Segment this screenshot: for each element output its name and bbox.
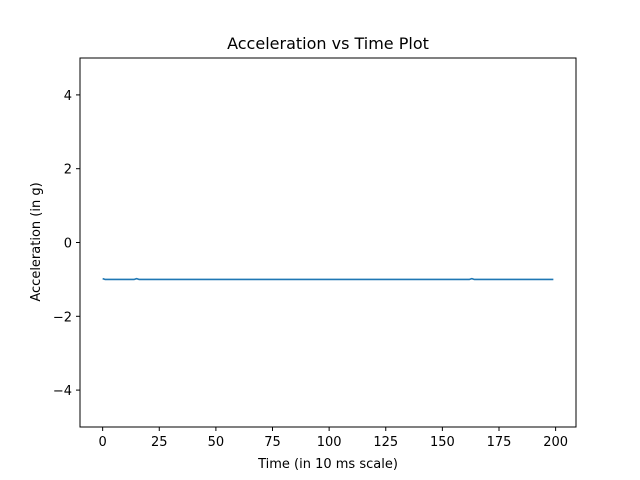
- y-axis-label: Acceleration (in g): [29, 182, 44, 301]
- chart-title: Acceleration vs Time Plot: [227, 34, 429, 53]
- y-tick-label: 2: [64, 163, 72, 178]
- y-axis-ticks: 4 2 0 −2 −4: [53, 89, 80, 399]
- y-tick-label: −2: [53, 310, 72, 325]
- x-tick-label: 25: [151, 435, 168, 450]
- series-layer: [102, 277, 554, 281]
- x-axis-label: Time (in 10 ms scale): [257, 457, 398, 472]
- acceleration-line: [102, 277, 554, 281]
- x-axis-ticks: 0 25 50 75 100 125 150 175 200: [99, 427, 568, 450]
- x-tick-label: 150: [430, 435, 455, 450]
- x-tick-label: 100: [317, 435, 342, 450]
- x-tick-label: 200: [543, 435, 568, 450]
- x-tick-label: 50: [208, 435, 225, 450]
- x-tick-label: 0: [99, 435, 107, 450]
- x-tick-label: 175: [487, 435, 512, 450]
- y-tick-label: 4: [64, 89, 72, 104]
- x-tick-label: 75: [264, 435, 281, 450]
- x-tick-label: 125: [373, 435, 398, 450]
- y-tick-label: −4: [53, 384, 72, 399]
- y-tick-label: 0: [64, 237, 72, 252]
